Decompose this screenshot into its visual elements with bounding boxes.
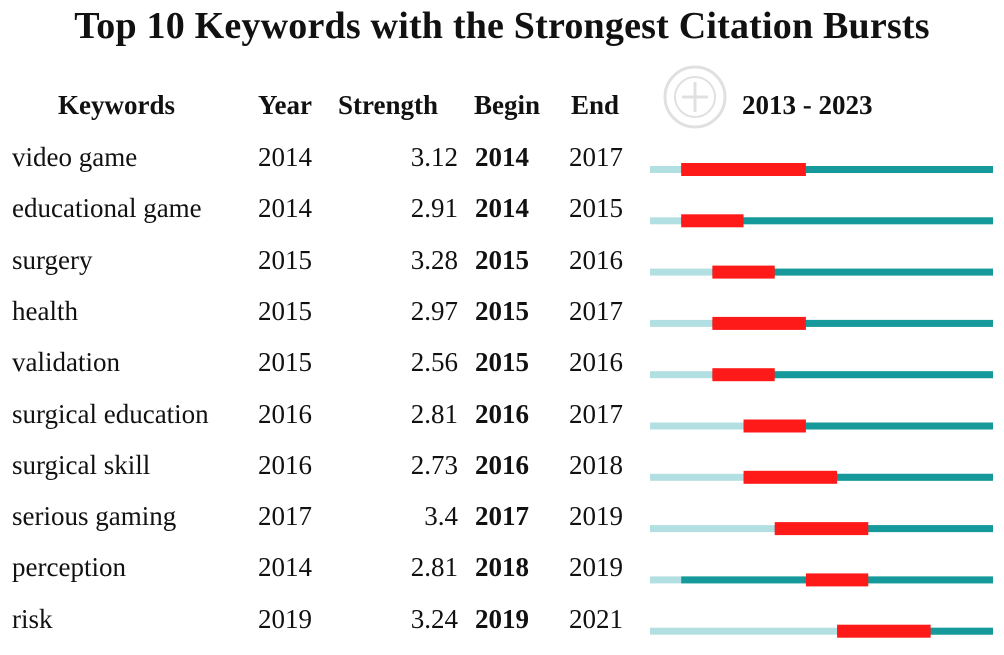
strength-value: 2.81 — [410, 398, 458, 429]
end-value: 2021 — [569, 603, 623, 634]
end-value: 2016 — [569, 347, 623, 378]
burst-bar — [681, 214, 744, 228]
year-value: 2014 — [258, 552, 312, 583]
chart-title: Top 10 Keywords with the Strongest Citat… — [74, 5, 930, 47]
burst-bar — [712, 316, 806, 330]
strength-value: 2.91 — [410, 193, 458, 224]
keyword-label: validation — [12, 347, 120, 378]
year-value: 2014 — [258, 193, 312, 224]
begin-value: 2018 — [475, 552, 529, 583]
end-value: 2019 — [569, 552, 623, 583]
end-value: 2017 — [569, 398, 623, 429]
strength-value: 3.24 — [410, 603, 458, 634]
burst-bar — [805, 573, 869, 587]
year-value: 2014 — [258, 142, 312, 172]
year-value: 2015 — [258, 295, 312, 326]
burst-bar — [681, 163, 806, 176]
year-value: 2016 — [258, 449, 312, 480]
begin-value: 2015 — [475, 295, 529, 326]
active-bar — [712, 319, 993, 327]
end-value: 2019 — [569, 501, 623, 532]
header-end: End — [571, 90, 620, 120]
keyword-label: video game — [12, 142, 138, 172]
active-bar — [712, 268, 993, 276]
burst-bar — [743, 419, 806, 433]
keyword-label: educational game — [12, 193, 202, 224]
end-value: 2018 — [569, 449, 623, 480]
header-year: Year — [258, 90, 312, 120]
header-strength: Strength — [338, 90, 439, 120]
header-begin: Begin — [474, 90, 541, 120]
year-value: 2017 — [258, 501, 312, 532]
strength-value: 2.97 — [410, 295, 458, 326]
begin-value: 2017 — [475, 501, 529, 532]
year-value: 2016 — [258, 398, 312, 429]
end-value: 2017 — [569, 295, 623, 326]
begin-value: 2016 — [475, 449, 529, 480]
begin-value: 2016 — [475, 398, 529, 429]
year-value: 2015 — [258, 244, 312, 275]
strength-value: 3.12 — [410, 142, 458, 172]
keyword-label: serious gaming — [12, 501, 177, 532]
keyword-label: surgery — [12, 244, 93, 275]
strength-value: 2.56 — [410, 347, 458, 378]
seal-watermark-icon — [663, 65, 727, 129]
burst-bar — [712, 265, 775, 279]
burst-bar — [837, 624, 931, 638]
timeline-bar — [650, 627, 993, 635]
begin-value: 2015 — [475, 347, 529, 378]
begin-value: 2015 — [475, 244, 529, 275]
begin-value: 2019 — [475, 603, 529, 634]
end-value: 2016 — [569, 244, 623, 275]
end-value: 2017 — [569, 142, 623, 172]
header-keywords: Keywords — [58, 90, 175, 120]
keyword-label: surgical education — [12, 398, 209, 429]
burst-bar — [774, 522, 869, 536]
end-value: 2015 — [569, 193, 623, 224]
keyword-label: risk — [12, 603, 53, 634]
keyword-label: perception — [12, 552, 126, 583]
burst-bar — [743, 470, 838, 484]
burst-bar — [712, 368, 775, 382]
keyword-label: surgical skill — [12, 449, 151, 480]
active-bar — [681, 217, 993, 225]
begin-value: 2014 — [475, 193, 529, 224]
active-bar — [743, 422, 993, 430]
strength-value: 3.4 — [424, 501, 458, 532]
active-bar — [774, 525, 993, 533]
active-bar — [681, 166, 993, 173]
active-bar — [712, 371, 993, 379]
strength-value: 2.81 — [410, 552, 458, 583]
strength-value: 2.73 — [410, 449, 458, 480]
begin-value: 2014 — [475, 142, 529, 172]
strength-value: 3.28 — [410, 244, 458, 275]
keyword-label: health — [12, 295, 78, 326]
active-bar — [743, 473, 993, 481]
header-range: 2013 - 2023 — [742, 90, 873, 120]
year-value: 2015 — [258, 347, 312, 378]
year-value: 2019 — [258, 603, 312, 634]
